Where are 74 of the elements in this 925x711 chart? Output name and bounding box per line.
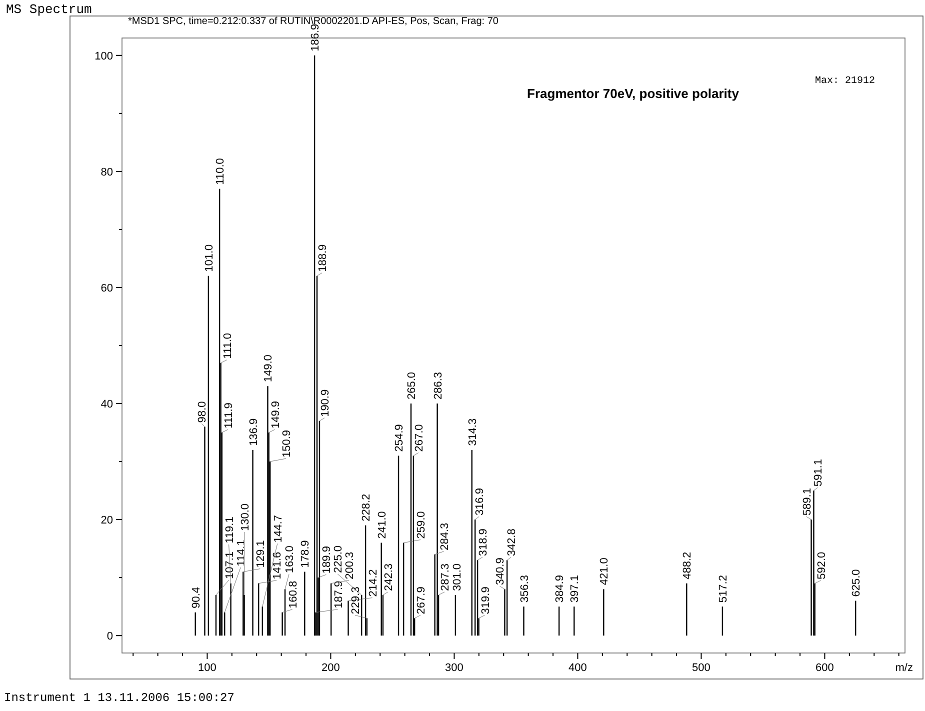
- annotation: 397.1: [569, 575, 582, 603]
- annotation: 98.0: [196, 401, 209, 423]
- text: Instrument 1 13.11.2006 15:00:27: [4, 691, 234, 705]
- annotation: 228.2: [360, 494, 373, 522]
- annotation: 90.4: [190, 586, 202, 608]
- annotation: 101.0: [203, 244, 216, 272]
- annotation: 149.0: [262, 354, 275, 382]
- annotation: Fragmentor 70eV, positive polarity: [527, 86, 740, 101]
- annotation: 421.0: [598, 558, 611, 586]
- y-tick-label: 60: [100, 282, 113, 294]
- annotation: 287.3: [440, 563, 452, 591]
- annotation: 189.9: [321, 546, 334, 574]
- annotation: 625.0: [850, 569, 863, 597]
- annotation: Max: 21912: [814, 76, 875, 87]
- annotation: 187.9: [332, 580, 345, 608]
- annotation: 214.2: [367, 569, 380, 597]
- annotation: 110.0: [214, 158, 227, 185]
- chart-title: MS Spectrum: [6, 2, 92, 17]
- annotation: 136.9: [248, 418, 260, 446]
- x-tick-label: 600: [816, 662, 834, 674]
- annotation: 314.3: [466, 418, 479, 446]
- annotation: 200.3: [344, 552, 356, 580]
- x-tick-label: 500: [692, 662, 710, 674]
- annotation: 356.3: [518, 575, 531, 603]
- x-tick-label: 100: [198, 662, 216, 674]
- annotation: 119.1: [224, 516, 236, 544]
- annotation: 316.9: [474, 488, 486, 516]
- annotation: 225.0: [332, 545, 345, 573]
- annotation: 259.0: [416, 511, 428, 539]
- annotation: 178.9: [300, 540, 312, 568]
- annotation: 111.9: [222, 402, 235, 429]
- annotation: 384.9: [554, 575, 566, 603]
- annotation: 284.3: [438, 522, 451, 550]
- x-axis-title: m/z: [895, 662, 913, 674]
- annotation: 301.0: [451, 563, 464, 591]
- annotation: 150.9: [281, 430, 294, 458]
- annotation: 130.0: [239, 503, 252, 531]
- annotation: 111.0: [222, 333, 234, 359]
- annotation: 592.0: [816, 552, 828, 580]
- annotation: 267.0: [413, 424, 426, 452]
- annotation: 190.9: [319, 389, 332, 417]
- annotation: 591.1: [812, 459, 825, 487]
- annotation: 229.3: [350, 586, 362, 614]
- y-tick-label: 80: [100, 166, 113, 178]
- annotation: 129.1: [255, 540, 268, 568]
- annotation: 188.9: [317, 244, 330, 272]
- annotation: 488.2: [682, 552, 694, 580]
- annotation: 149.9: [270, 400, 282, 429]
- annotation: 342.8: [506, 528, 518, 556]
- annotation: 107.1: [224, 551, 236, 579]
- annotation: 186.9: [310, 24, 322, 52]
- annotation: 141.6: [272, 552, 284, 580]
- annotation: 340.9: [494, 558, 507, 586]
- annotation: 286.3: [432, 372, 444, 400]
- annotation: 114.1: [236, 540, 248, 566]
- annotation: 517.2: [717, 575, 730, 603]
- annotation: 242.3: [382, 563, 395, 591]
- annotation: 318.9: [478, 528, 490, 556]
- annotation: 254.9: [394, 424, 406, 452]
- y-tick-label: 0: [106, 630, 113, 643]
- annotation: 160.8: [287, 580, 300, 608]
- x-tick-label: 200: [322, 662, 340, 674]
- annotation: 319.9: [480, 586, 492, 614]
- x-tick-label: 300: [445, 662, 464, 674]
- annotation: 163.0: [284, 546, 296, 574]
- annotation: 241.0: [376, 511, 388, 539]
- y-tick-label: 100: [94, 50, 113, 62]
- y-tick-label: 40: [100, 398, 113, 411]
- x-tick-label: 400: [568, 662, 587, 674]
- annotation: 267.9: [416, 586, 428, 614]
- annotation: 265.0: [406, 372, 418, 400]
- annotation: 144.7: [272, 515, 284, 543]
- y-tick-label: 20: [100, 514, 113, 527]
- annotation: 589.1: [801, 488, 814, 516]
